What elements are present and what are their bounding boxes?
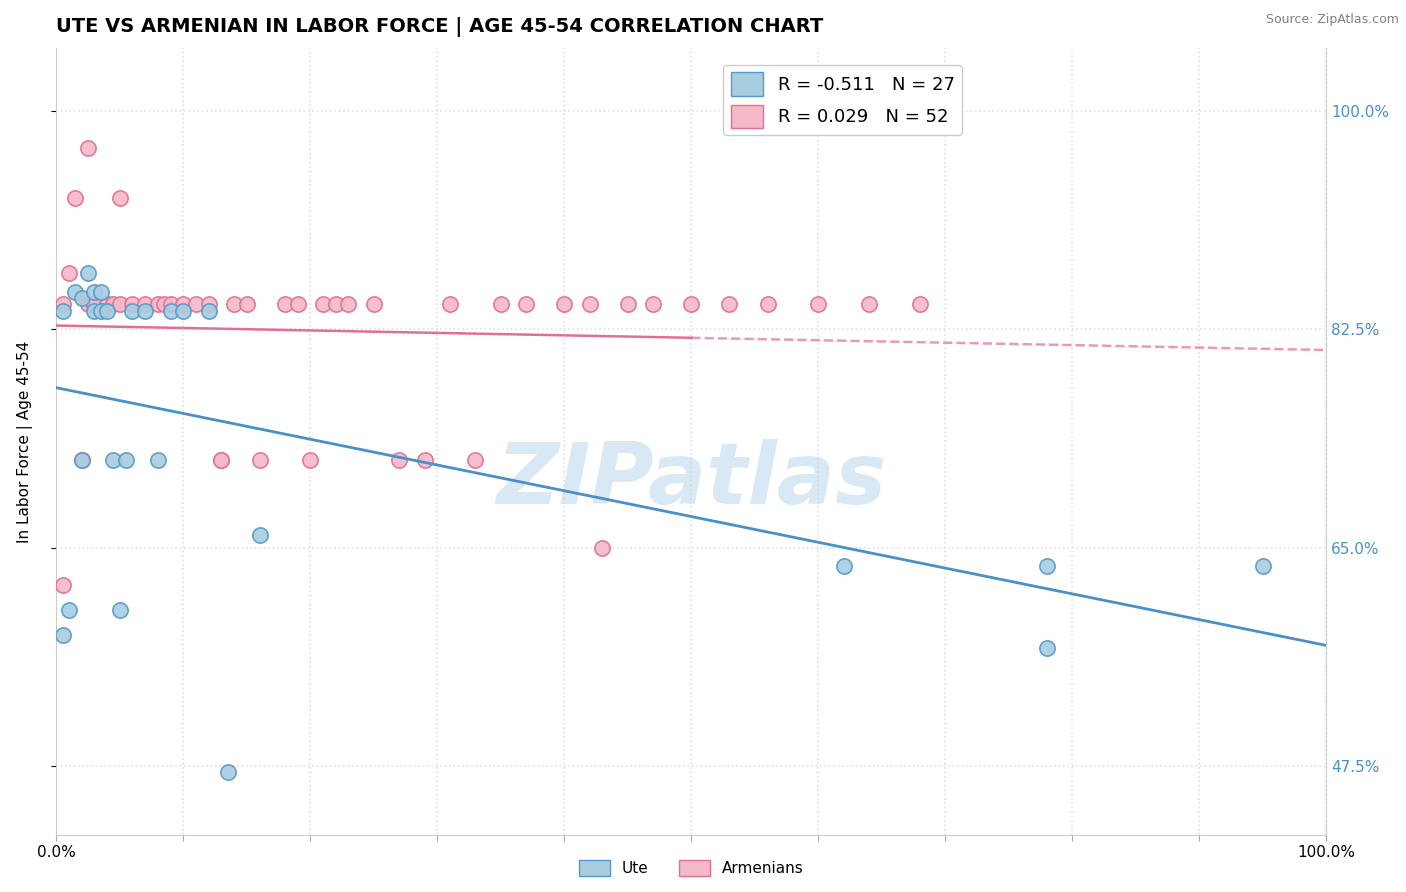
Legend: Ute, Armenians: Ute, Armenians xyxy=(574,855,810,882)
Point xyxy=(172,303,194,318)
Point xyxy=(58,266,80,280)
Point xyxy=(103,453,125,467)
Point xyxy=(96,297,118,311)
Point xyxy=(121,297,143,311)
Point xyxy=(274,297,297,311)
Point xyxy=(464,453,486,467)
Point xyxy=(134,303,156,318)
Point xyxy=(312,297,335,311)
Point xyxy=(249,528,271,542)
Point xyxy=(413,453,436,467)
Point xyxy=(287,297,309,311)
Point xyxy=(236,297,259,311)
Point xyxy=(96,297,118,311)
Point xyxy=(217,765,239,780)
Point xyxy=(70,453,93,467)
Point xyxy=(90,303,112,318)
Point xyxy=(1036,559,1059,574)
Point xyxy=(159,303,181,318)
Point xyxy=(578,297,600,311)
Point xyxy=(159,297,181,311)
Point xyxy=(77,141,100,155)
Point xyxy=(184,297,207,311)
Text: ZIPatlas: ZIPatlas xyxy=(496,440,887,523)
Point xyxy=(58,603,80,617)
Point xyxy=(908,297,931,311)
Point xyxy=(52,578,75,592)
Point xyxy=(115,453,138,467)
Point xyxy=(83,303,105,318)
Point xyxy=(83,297,105,311)
Point xyxy=(90,285,112,299)
Point xyxy=(807,297,830,311)
Point xyxy=(388,453,411,467)
Point xyxy=(103,297,125,311)
Point xyxy=(197,297,219,311)
Point xyxy=(718,297,741,311)
Point xyxy=(209,453,232,467)
Point xyxy=(197,303,219,318)
Point xyxy=(70,453,93,467)
Point xyxy=(858,297,880,311)
Point xyxy=(617,297,640,311)
Point xyxy=(1251,559,1274,574)
Point xyxy=(83,297,105,311)
Y-axis label: In Labor Force | Age 45-54: In Labor Force | Age 45-54 xyxy=(17,341,32,542)
Point xyxy=(325,297,347,311)
Point xyxy=(134,297,156,311)
Text: Source: ZipAtlas.com: Source: ZipAtlas.com xyxy=(1265,13,1399,27)
Point xyxy=(515,297,537,311)
Point xyxy=(83,285,105,299)
Point xyxy=(77,297,100,311)
Point xyxy=(249,453,271,467)
Point xyxy=(65,191,87,205)
Point xyxy=(121,303,143,318)
Point xyxy=(153,297,176,311)
Point xyxy=(96,303,118,318)
Point xyxy=(1036,640,1059,655)
Point xyxy=(83,297,105,311)
Point xyxy=(108,297,131,311)
Point xyxy=(832,559,855,574)
Point xyxy=(52,297,75,311)
Point xyxy=(439,297,461,311)
Point xyxy=(553,297,575,311)
Point xyxy=(299,453,322,467)
Point xyxy=(756,297,779,311)
Point xyxy=(681,297,703,311)
Point xyxy=(52,628,75,642)
Point xyxy=(337,297,360,311)
Point xyxy=(65,285,87,299)
Point xyxy=(363,297,385,311)
Text: UTE VS ARMENIAN IN LABOR FORCE | AGE 45-54 CORRELATION CHART: UTE VS ARMENIAN IN LABOR FORCE | AGE 45-… xyxy=(56,17,824,37)
Point xyxy=(70,291,93,305)
Point xyxy=(77,266,100,280)
Point xyxy=(591,541,613,555)
Point xyxy=(172,297,194,311)
Point xyxy=(224,297,246,311)
Point xyxy=(52,303,75,318)
Point xyxy=(146,453,169,467)
Point xyxy=(209,453,232,467)
Point xyxy=(489,297,512,311)
Point xyxy=(643,297,665,311)
Point xyxy=(108,191,131,205)
Point xyxy=(108,603,131,617)
Point xyxy=(146,297,169,311)
